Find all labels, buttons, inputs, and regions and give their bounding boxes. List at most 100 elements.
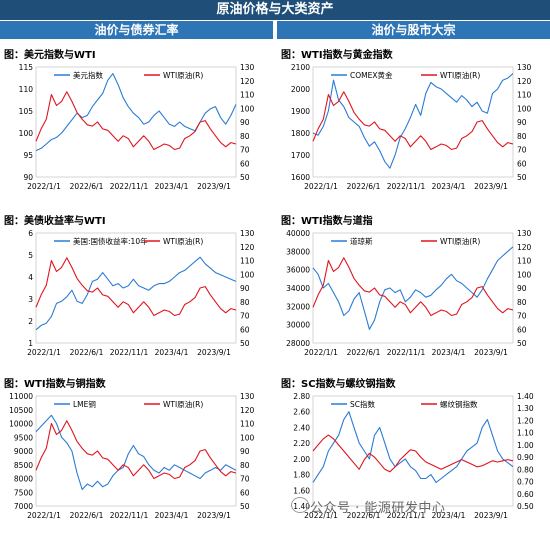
left-tick-label: 1900 — [291, 107, 310, 116]
plot-frame — [35, 232, 237, 344]
x-tick-label: 2023/4/1 — [432, 511, 466, 520]
right-section-header: 油价与股市大宗 — [277, 21, 550, 39]
watermark-text: 公众号 · 能源研发中心 — [310, 501, 446, 516]
left-tick-label: 115 — [19, 63, 34, 72]
chart-title: 图：美债收益率与WTI — [4, 216, 106, 227]
x-tick-label: 2022/1/1 — [304, 348, 338, 357]
right-tick-label: 50 — [517, 339, 527, 348]
series-line-left — [312, 246, 514, 330]
right-tick-label: 1.10 — [517, 429, 534, 438]
right-tick-label: 60 — [517, 325, 527, 334]
right-tick-label: 120 — [517, 243, 532, 252]
legend-label: WTI原油(R) — [440, 70, 480, 80]
left-tick-label: 7500 — [14, 488, 33, 497]
left-tick-label: 36000 — [286, 266, 310, 275]
chart-svg: 7000 7500 8000 8500 9000 9500 10000 10500 11000 5… — [9, 392, 255, 520]
x-tick-label: 2022/6/1 — [347, 348, 381, 357]
chart-title: 图：WTI指数与道指 — [281, 216, 373, 227]
x-tick-label: 2023/4/1 — [155, 348, 189, 357]
right-tick-label: 0.60 — [517, 490, 534, 499]
x-tick-label: 2022/6/1 — [347, 182, 381, 191]
left-tick-label: 30000 — [286, 321, 310, 330]
left-tick-label: 90 — [23, 173, 33, 182]
chart-panel-gold-wti: 图：WTI指数与黄金指数 1600 1700 1800 1900 2000 2100 50 6… — [277, 45, 547, 203]
chart-svg: 1 2 3 4 5 6 50 60 70 80 90 100 110 120 130 2022/1/1 2022… — [27, 229, 255, 357]
x-tick-label: 2022/6/1 — [70, 348, 104, 357]
chart-panel-ust-wti: 图：美债收益率与WTI 1 2 3 4 5 6 50 60 70 80 90 100 110 120 130… — [0, 211, 270, 369]
left-tick-label: 4 — [28, 273, 33, 282]
legend-label: 美国:国债收益率:10年 — [73, 236, 148, 246]
plot-frame — [312, 232, 514, 344]
right-tick-label: 110 — [240, 91, 255, 100]
chart-panel-dxy-wti: 图：美元指数与WTI 90 95 100 105 110 115 50 60 70 80 90 100… — [0, 45, 270, 203]
left-section-header: 油价与债券汇率 — [0, 21, 273, 39]
page-title: 原油价格与大类资产 — [0, 0, 550, 20]
right-tick-label: 0.90 — [517, 453, 534, 462]
legend-label: WTI原油(R) — [163, 236, 203, 246]
legend-label: SC指数 — [350, 399, 375, 409]
right-tick-label: 0.50 — [517, 502, 534, 511]
left-tick-label: 1600 — [291, 173, 310, 182]
left-tick-label: 2000 — [291, 85, 310, 94]
x-tick-label: 2023/9/1 — [474, 511, 508, 520]
right-tick-label: 70 — [517, 146, 527, 155]
x-tick-label: 2023/9/1 — [474, 348, 508, 357]
plot-frame — [312, 395, 514, 507]
right-tick-label: 100 — [240, 104, 255, 113]
left-tick-label: 95 — [23, 151, 33, 160]
x-tick-label: 2022/11/1 — [387, 182, 426, 191]
series-line-right — [35, 420, 237, 480]
right-tick-label: 50 — [240, 339, 250, 348]
x-tick-label: 2022/11/1 — [110, 182, 149, 191]
x-tick-label: 2022/1/1 — [27, 348, 61, 357]
series-line-right — [35, 257, 237, 317]
right-tick-label: 100 — [517, 104, 532, 113]
right-tick-label: 110 — [517, 257, 532, 266]
series-line-right — [312, 257, 514, 317]
left-tick-label: 2.40 — [293, 423, 310, 432]
left-tick-label: 2 — [28, 317, 33, 326]
right-tick-label: 90 — [517, 284, 527, 293]
left-tick-label: 110 — [19, 85, 34, 94]
x-tick-label: 2022/1/1 — [304, 511, 338, 520]
chart-title: 图：美元指数与WTI — [4, 50, 96, 61]
wechat-icon — [291, 497, 309, 513]
x-tick-label: 2023/9/1 — [197, 511, 231, 520]
left-tick-label: 9500 — [14, 433, 33, 442]
legend-label: 螺纹钢指数 — [440, 399, 478, 409]
x-tick-label: 2023/4/1 — [432, 182, 466, 191]
right-tick-label: 110 — [240, 420, 255, 429]
x-tick-label: 2023/9/1 — [474, 182, 508, 191]
x-tick-label: 2022/1/1 — [27, 182, 61, 191]
plot-frame — [35, 395, 237, 507]
right-tick-label: 130 — [517, 63, 532, 72]
series-line-left — [312, 411, 514, 483]
x-tick-label: 2022/1/1 — [27, 511, 61, 520]
series-line-left — [35, 73, 237, 152]
x-tick-label: 2023/4/1 — [155, 182, 189, 191]
legend-label: WTI原油(R) — [163, 70, 203, 80]
right-tick-label: 80 — [517, 298, 527, 307]
right-tick-label: 1.40 — [517, 392, 534, 401]
chart-panel-copper-wti: 图：WTI指数与铜指数 7000 7500 8000 8500 9000 9500 1000… — [0, 374, 270, 532]
right-tick-label: 1.00 — [517, 441, 534, 450]
chart-title: 图：WTI指数与铜指数 — [4, 379, 106, 390]
left-tick-label: 100 — [19, 129, 34, 138]
x-tick-label: 2022/1/1 — [304, 182, 338, 191]
right-tick-label: 100 — [240, 270, 255, 279]
right-tick-label: 70 — [240, 475, 250, 484]
right-tick-label: 70 — [240, 312, 250, 321]
left-tick-label: 10500 — [9, 406, 33, 415]
x-tick-label: 2022/6/1 — [70, 511, 104, 520]
legend-label: LME铜 — [73, 399, 96, 409]
left-tick-label: 7000 — [14, 502, 33, 511]
x-tick-label: 2023/9/1 — [197, 182, 231, 191]
left-tick-label: 8000 — [14, 475, 33, 484]
x-tick-label: 2023/9/1 — [197, 348, 231, 357]
right-tick-label: 50 — [517, 173, 527, 182]
right-tick-label: 0.80 — [517, 465, 534, 474]
legend-label: WTI原油(R) — [440, 236, 480, 246]
series-line-left — [35, 256, 237, 331]
right-tick-label: 90 — [517, 118, 527, 127]
left-tick-label: 3 — [28, 295, 33, 304]
